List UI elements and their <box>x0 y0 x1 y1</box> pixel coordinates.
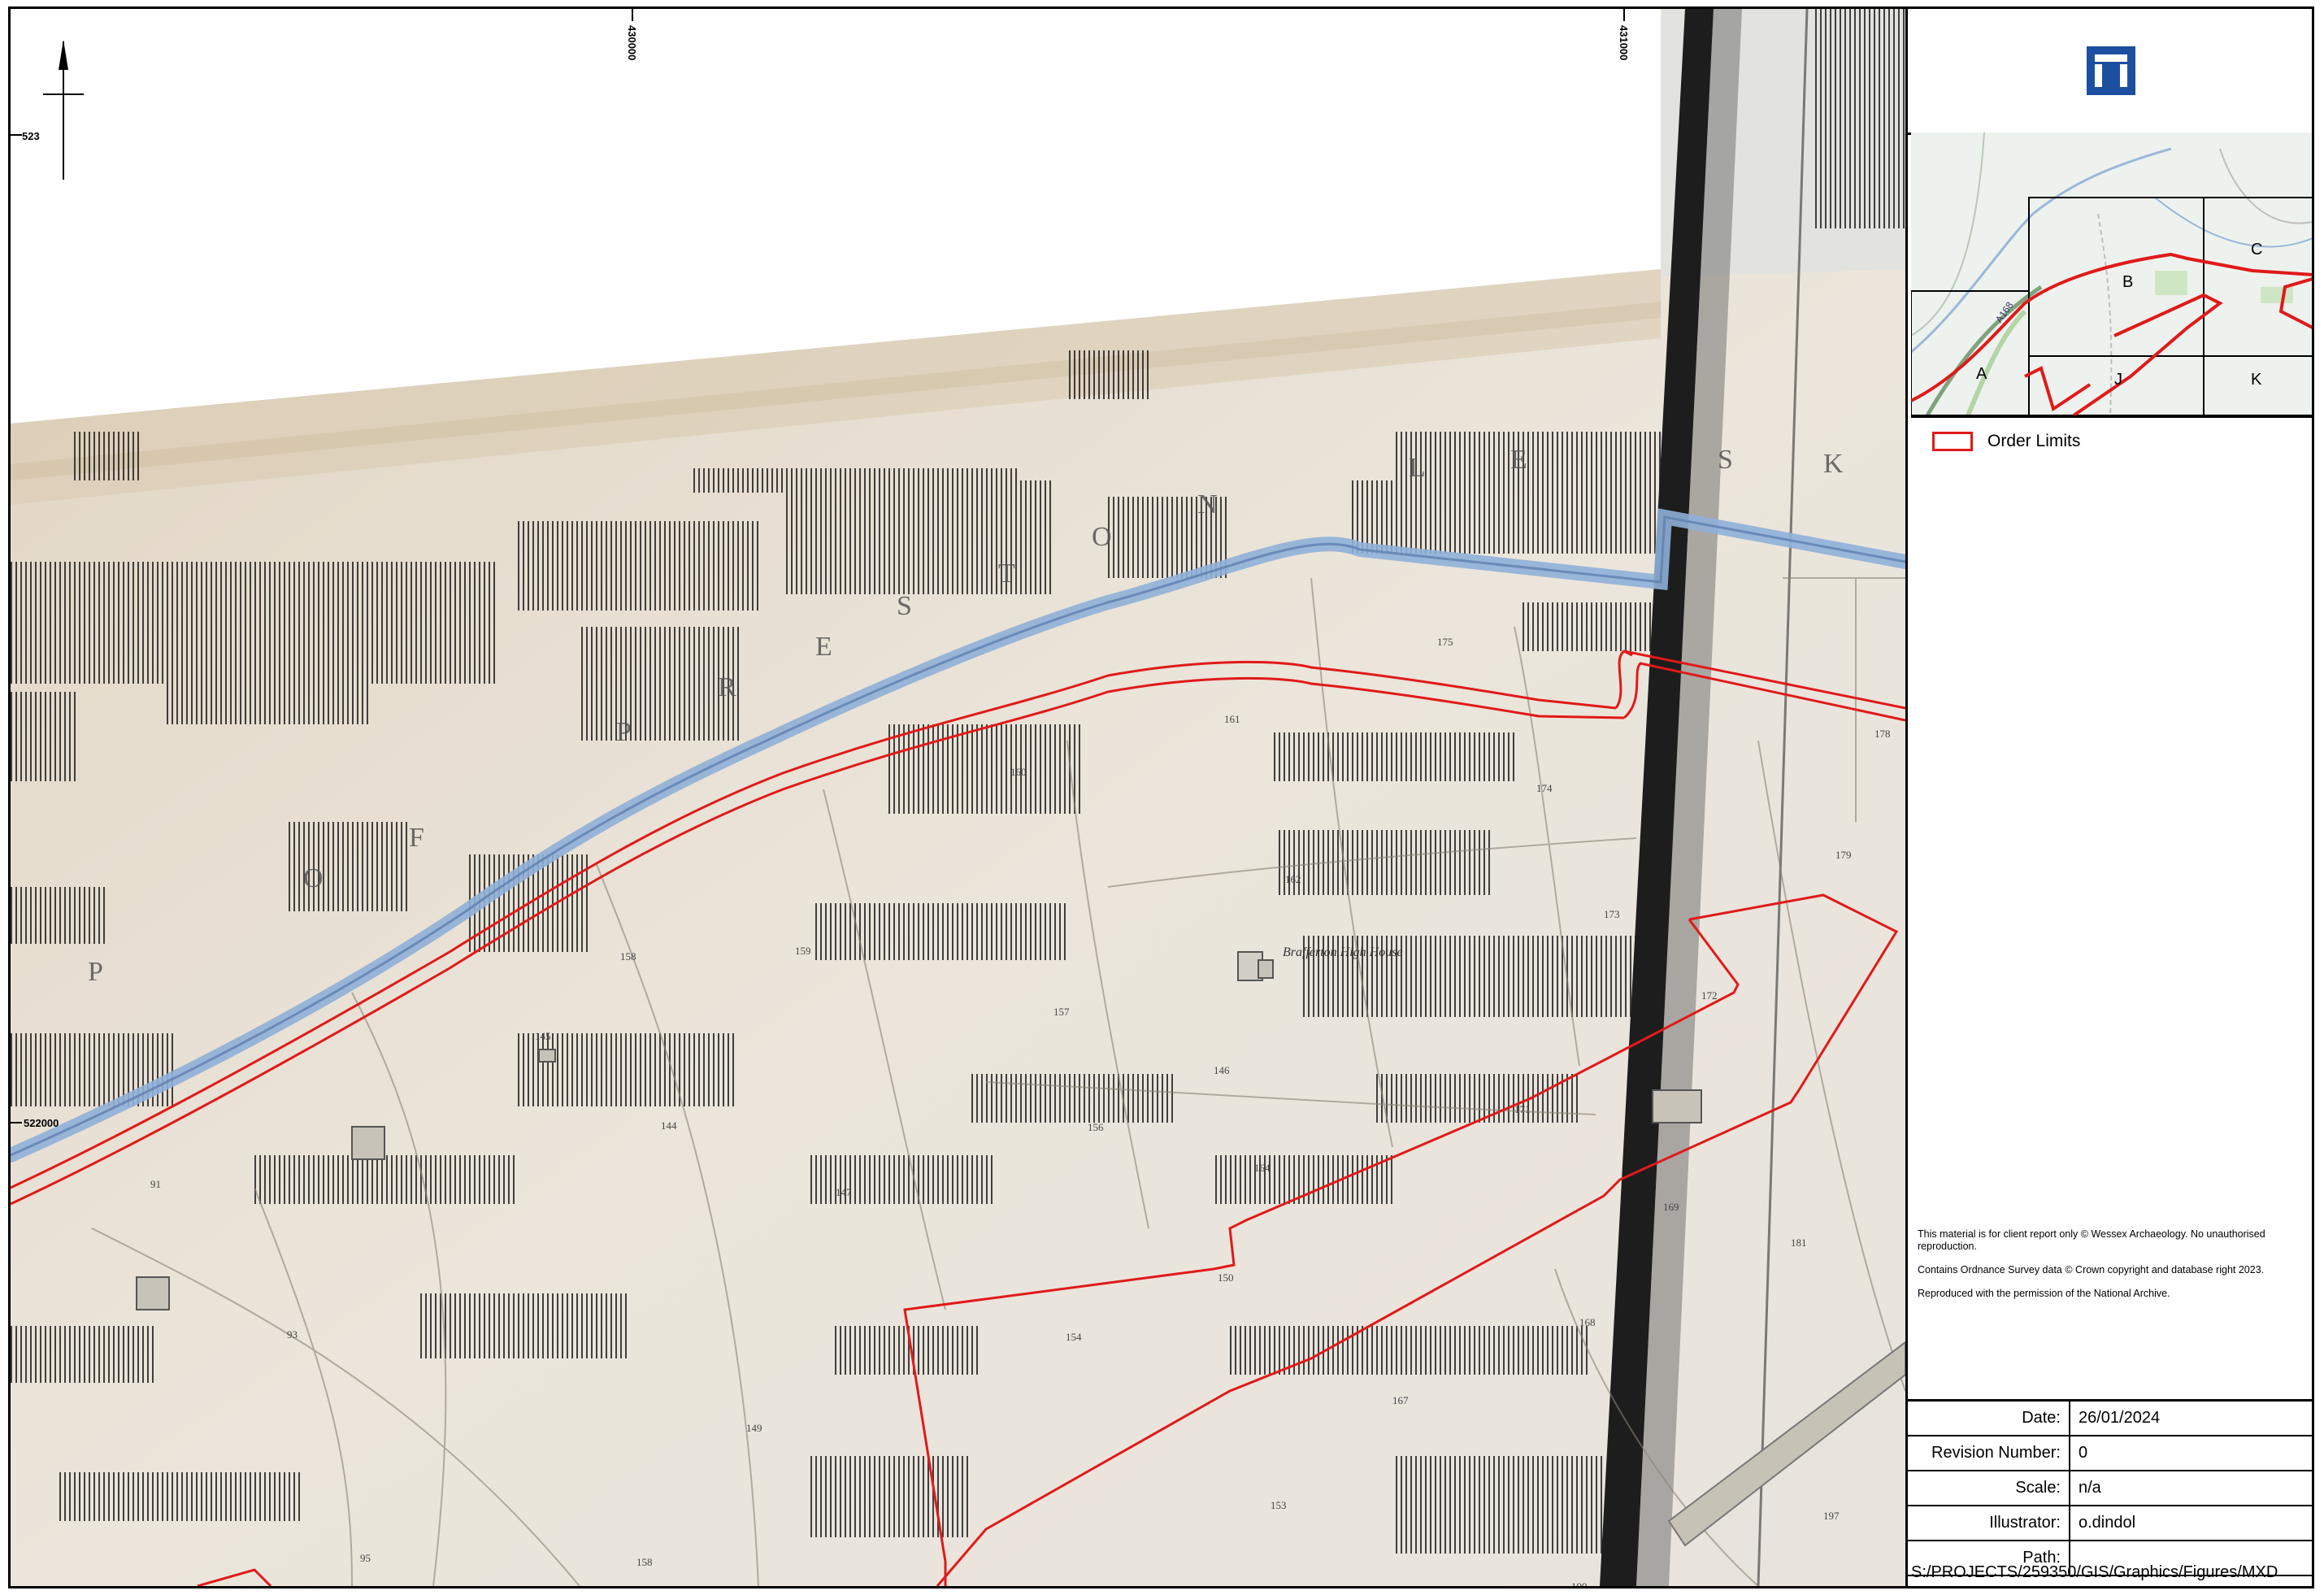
svg-text:154: 154 <box>1066 1331 1082 1343</box>
svg-text:168: 168 <box>1579 1316 1596 1328</box>
note-wessex: This material is for client report only … <box>1918 1228 2265 1252</box>
svg-text:157: 157 <box>1053 1006 1070 1018</box>
svg-text:B: B <box>2122 273 2133 291</box>
svg-text:171: 171 <box>1514 1103 1531 1115</box>
svg-text:K: K <box>2251 371 2262 389</box>
svg-text:167: 167 <box>1392 1394 1409 1406</box>
scale-value: n/a <box>2079 1479 2101 1497</box>
scan-seam <box>1600 9 1714 1586</box>
svg-text:93: 93 <box>287 1328 298 1341</box>
svg-text:S: S <box>897 591 912 621</box>
inset-key-map[interactable]: A B C J K A168 <box>1911 133 2312 418</box>
brafferton-high-house: Brafferton High House <box>1237 945 1403 981</box>
svg-text:149: 149 <box>746 1422 762 1434</box>
north-arrow-icon <box>43 40 84 180</box>
svg-text:197: 197 <box>1823 1510 1840 1522</box>
svg-text:159: 159 <box>795 945 811 957</box>
svg-text:144: 144 <box>661 1119 677 1132</box>
field-boundaries <box>91 577 1905 1586</box>
note-national-archive: Reproduced with the permission of the Na… <box>1918 1288 2170 1299</box>
svg-text:L: L <box>1409 453 1426 483</box>
svg-text:95: 95 <box>360 1552 371 1564</box>
svg-text:199: 199 <box>1571 1580 1588 1586</box>
svg-text:T: T <box>998 558 1015 589</box>
info-table: Date: 26/01/2024 Revision Number: 0 Scal… <box>1908 1399 2312 1576</box>
svg-text:164: 164 <box>1254 1162 1271 1174</box>
svg-text:E: E <box>1510 445 1527 475</box>
svg-text:178: 178 <box>1874 728 1891 740</box>
svg-text:146: 146 <box>1214 1064 1230 1076</box>
svg-text:181: 181 <box>1791 1236 1807 1249</box>
illustrator-value: o.dindol <box>2079 1514 2136 1532</box>
note-ordnance-survey: Contains Ordnance Survey data © Crown co… <box>1918 1264 2265 1276</box>
copyright-notes: This material is for client report only … <box>1918 1228 2300 1311</box>
map-area[interactable]: Brafferton High House P O F P R E S T O … <box>11 9 1905 1586</box>
svg-text:Brafferton High House: Brafferton High House <box>1283 945 1403 959</box>
svg-text:430000: 430000 <box>626 25 638 60</box>
info-row-revision: Revision Number: 0 <box>1908 1436 2312 1471</box>
svg-text:156: 156 <box>1088 1121 1104 1133</box>
svg-text:158: 158 <box>620 950 636 963</box>
date-value: 26/01/2024 <box>2079 1409 2161 1427</box>
svg-text:O: O <box>303 863 324 893</box>
svg-text:J: J <box>2114 371 2122 389</box>
svg-text:175: 175 <box>1437 636 1453 648</box>
svg-text:173: 173 <box>1604 908 1620 920</box>
svg-text:160: 160 <box>1010 766 1027 778</box>
historic-lettering: P O F P R E S T O N L E S K <box>88 445 1844 987</box>
svg-text:91: 91 <box>150 1178 161 1190</box>
info-row-path: Path: <box>1908 1541 2312 1576</box>
legend-label: Order Limits <box>1987 432 2081 450</box>
legend: Order Limits <box>1932 432 2080 451</box>
map-sheet: Brafferton High House P O F P R E S T O … <box>8 7 2314 1588</box>
side-panel: A B C J K A168 Order Limits This materia… <box>1905 9 2312 1586</box>
svg-text:O: O <box>1092 522 1112 552</box>
svg-text:150: 150 <box>1218 1271 1234 1284</box>
svg-text:C: C <box>2251 241 2262 259</box>
inset-map-svg: A B C J K A168 <box>1911 133 2312 415</box>
info-row-scale: Scale: n/a <box>1908 1471 2312 1506</box>
svg-text:F: F <box>409 823 424 853</box>
svg-text:N: N <box>1197 489 1218 519</box>
info-row-date: Date: 26/01/2024 <box>1908 1402 2312 1436</box>
svg-text:A: A <box>1976 365 1987 383</box>
historic-map: Brafferton High House P O F P R E S T O … <box>11 9 1905 1586</box>
info-row-illustrator: Illustrator: o.dindol <box>1908 1506 2312 1541</box>
svg-text:179: 179 <box>1835 849 1852 861</box>
grid-annotations: 430000 431000 522000 523 <box>11 9 1630 1129</box>
svg-text:147: 147 <box>836 1186 852 1198</box>
svg-text:P: P <box>616 717 632 747</box>
svg-text:169: 169 <box>1663 1201 1679 1213</box>
logo-box <box>1908 9 2312 135</box>
scan-artifact-hatching <box>11 9 1905 1554</box>
order-limits-swatch <box>1932 432 1973 451</box>
order-limits <box>11 650 1905 1586</box>
svg-text:431000: 431000 <box>1618 25 1630 60</box>
svg-text:523: 523 <box>22 130 40 142</box>
revision-value: 0 <box>2079 1444 2088 1462</box>
svg-text:E: E <box>815 632 832 662</box>
svg-text:153: 153 <box>1271 1499 1287 1511</box>
svg-text:174: 174 <box>1536 782 1553 794</box>
svg-text:K: K <box>1823 449 1844 479</box>
svg-text:162: 162 <box>1285 873 1301 885</box>
svg-text:P: P <box>88 957 103 987</box>
svg-text:522000: 522000 <box>24 1117 59 1129</box>
svg-text:172: 172 <box>1701 989 1718 1002</box>
svg-text:151: 151 <box>1092 1584 1108 1586</box>
svg-text:R: R <box>718 672 736 702</box>
svg-text:158: 158 <box>636 1556 653 1568</box>
svg-text:145: 145 <box>535 1030 551 1042</box>
wessex-logo-icon <box>2087 46 2135 95</box>
path-value: S:/PROJECTS/259350/GIS/Graphics/Figures/… <box>1911 1563 2278 1581</box>
svg-text:S: S <box>1718 445 1733 475</box>
parcel-numbers: 175 161 160 162 174 173 172 158 159 157 … <box>150 636 1891 1586</box>
svg-text:161: 161 <box>1224 713 1240 725</box>
